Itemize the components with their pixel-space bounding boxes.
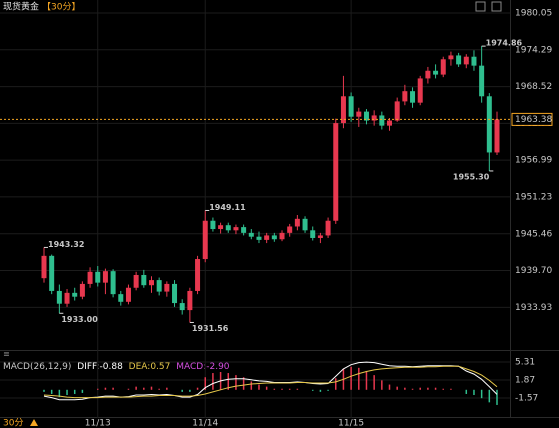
macd-name: MACD(26,12,9) [3,362,71,372]
candle-body [95,271,101,283]
candle-body [471,56,477,66]
high-label: 1949.11 [209,203,246,212]
candle-body [148,280,154,286]
candle-body [340,96,346,124]
candle-body [479,65,485,97]
candle-body [486,96,492,153]
candle-body [417,78,423,103]
diff-label: DIFF:-0.88 [77,362,123,372]
y-tick-label: 5.31 [515,358,535,368]
candle-body [317,235,323,238]
macd-label: MACD:-2.90 [176,362,230,372]
candle-body [294,218,300,227]
last-price-box [511,112,553,126]
candle-body [264,235,270,240]
candle-body [179,303,185,311]
candle-body [325,220,331,236]
candle-body [125,287,131,302]
candle-body [202,220,208,260]
candle-body [210,220,216,230]
dea-line [43,365,498,399]
candle-body [387,120,393,126]
candle-body [279,232,285,240]
candle-body [56,290,62,304]
layout-icon[interactable] [491,1,502,12]
candle-body [87,271,93,284]
candle-body [156,280,162,292]
y-tick-label: 1980.05 [515,9,552,19]
chart-title: 现货黄金 [3,1,39,13]
high-label: 1943.32 [48,240,84,249]
x-tick-label: 11/13 [85,419,111,428]
period-label: 【30分】 [42,2,80,13]
y-tick-label: -1.57 [515,393,538,403]
candle-body [102,271,108,283]
candle-body [371,115,377,121]
candle-body [195,259,201,291]
y-tick-label: 1.87 [515,376,535,386]
y-tick-label: 1939.70 [515,266,552,276]
candle-body [494,119,500,153]
last-price-label: 1963.38 [515,115,552,125]
candle-body [49,255,55,291]
candle-body [256,236,262,240]
candle-body [456,55,462,65]
candle-body [410,91,416,103]
candle-body [233,227,239,231]
candle-body [41,255,47,279]
candle-body [287,226,293,233]
candle-body [433,70,439,75]
candle-body [302,218,308,231]
candle-body [394,101,400,121]
candle-body [141,274,147,286]
candle-body [402,91,408,102]
low-label: 1933.00 [61,315,98,324]
candle-body [79,283,85,297]
x-tick-label: 11/15 [338,419,364,428]
candle-body [448,55,454,60]
candle-body [118,294,124,302]
candle-body [225,225,231,231]
settings-icon[interactable] [475,1,486,12]
candle-body [348,96,354,117]
y-tick-label: 1945.46 [515,229,552,239]
candle-body [133,274,139,288]
low-label: 1931.56 [192,324,229,333]
candle-body [72,292,78,297]
candle-body [271,235,277,240]
candle-body [440,59,446,75]
candle-body [379,115,385,126]
candle-body [218,225,224,230]
candle-body [164,283,170,292]
pane-menu-icon[interactable]: ≡ [3,350,10,359]
low-label: 1955.30 [453,172,490,181]
y-tick-label: 1974.29 [515,45,552,55]
y-tick-label: 1933.93 [515,303,552,313]
x-tick-label: 11/14 [192,419,218,428]
y-tick-label: 1968.52 [515,82,552,92]
candle-body [363,111,369,121]
candle-body [110,271,116,295]
candle-body [241,227,247,233]
dea-label: DEA:0.57 [129,362,171,372]
candle-body [172,283,178,304]
candle-body [187,290,193,311]
candle-body [425,70,431,79]
macd-legend: MACD(26,12,9) DIFF:-0.88 DEA:0.57 MACD:-… [3,362,230,372]
candle-body [333,123,339,221]
period-arrow[interactable] [30,419,38,426]
candle-body [310,230,316,238]
high-label: 1974.86 [486,39,523,48]
y-tick-label: 1956.99 [515,156,552,166]
y-tick-label: 1951.23 [515,192,552,202]
candle-body [356,111,362,117]
footer-period[interactable]: 30分 [3,418,23,428]
candle-body [64,292,70,304]
candle-body [248,232,254,237]
candle-body [463,56,469,65]
